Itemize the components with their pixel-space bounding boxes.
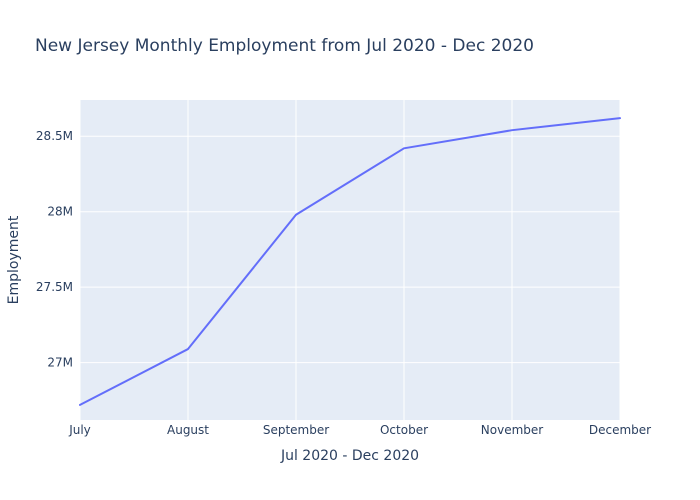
y-gridlines [80, 135, 620, 364]
plot-area [80, 100, 620, 420]
x-tick-label: October [380, 423, 428, 437]
chart-title: New Jersey Monthly Employment from Jul 2… [35, 36, 534, 56]
x-tick-label: November [481, 423, 543, 437]
x-tick-label: September [263, 423, 329, 437]
y-tick-label: 27.5M [36, 280, 73, 294]
y-tick-label: 28.5M [36, 129, 73, 143]
x-tick-label: December [589, 423, 651, 437]
x-tick-label: August [167, 423, 209, 437]
y-tick-label: 27M [47, 356, 73, 370]
x-gridlines [79, 100, 621, 420]
y-axis-tick-labels: 27M 27.5M 28M 28.5M [36, 129, 73, 369]
data-points [79, 118, 621, 406]
x-axis-title: Jul 2020 - Dec 2020 [280, 448, 419, 464]
x-tick-label: July [68, 423, 91, 437]
x-axis-tick-labels: July August September October November Decemb… [68, 423, 651, 437]
y-axis-title: Employment [6, 215, 22, 304]
employment-series-line [79, 117, 621, 406]
y-tick-label: 28M [47, 205, 73, 219]
